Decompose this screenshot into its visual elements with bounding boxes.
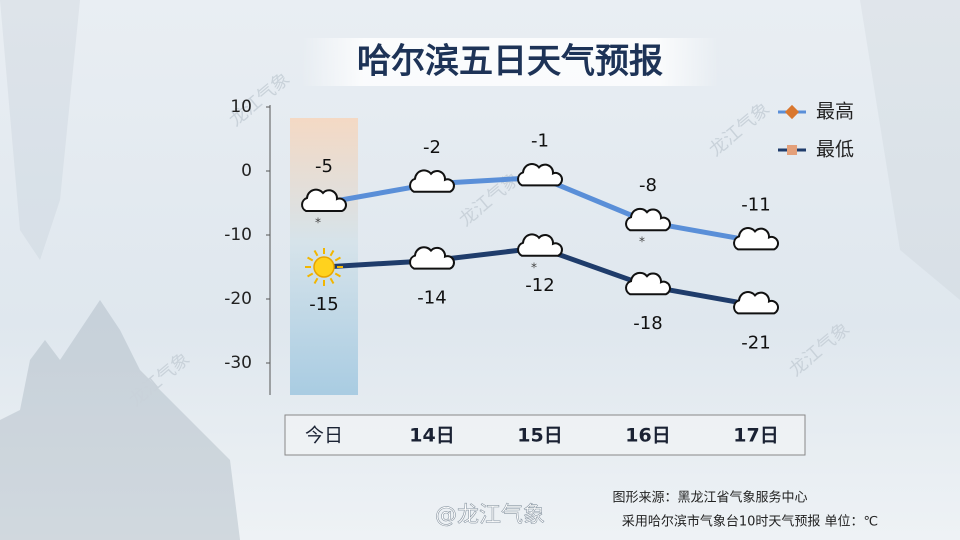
x-tick-label: 16日 — [625, 425, 670, 447]
sun-ray — [329, 277, 335, 284]
weather-icon — [409, 169, 455, 193]
y-tick-label: -30 — [224, 353, 252, 373]
weather-icon: * — [625, 207, 671, 249]
legend-marker — [787, 145, 797, 155]
sun-ray — [313, 250, 319, 257]
weather-icon — [409, 246, 455, 270]
cloud-shape — [517, 163, 563, 187]
legend-label: 最低 — [816, 139, 854, 161]
sun-ray — [334, 256, 341, 262]
data-label: -18 — [633, 313, 662, 334]
chart-title: 哈尔滨五日天气预报 — [357, 42, 663, 82]
data-label: -12 — [525, 275, 554, 296]
y-tick-label: 0 — [241, 161, 252, 181]
x-tick-label: 15日 — [517, 425, 562, 447]
data-label: -15 — [309, 294, 338, 315]
data-label: -21 — [741, 332, 770, 353]
snow: * — [531, 260, 537, 274]
weather-icon — [733, 227, 779, 251]
cloud-shape — [409, 246, 455, 270]
sun-disc — [313, 256, 335, 278]
x-tick-label: 14日 — [409, 425, 454, 447]
weather-icon — [625, 271, 671, 296]
weather-icon: * — [517, 233, 563, 274]
legend-label: 最高 — [816, 101, 854, 123]
cloud-shape — [517, 233, 563, 257]
category-bar — [284, 414, 806, 456]
weather-icon — [517, 163, 563, 187]
legend-marker — [784, 104, 800, 120]
sun-ray — [329, 250, 335, 257]
y-tick-label: -10 — [224, 225, 252, 245]
sun-ray — [307, 256, 314, 262]
y-tick-label: -20 — [224, 289, 252, 309]
data-label: -2 — [423, 137, 441, 158]
sun-icon — [305, 248, 343, 286]
cloud-shape — [625, 207, 671, 232]
account: @龙江气象 — [435, 503, 545, 528]
source: 图形来源：黑龙江省气象服务中心 — [612, 490, 807, 506]
snow: * — [639, 235, 645, 249]
sun-ray — [334, 272, 341, 278]
data-label: -14 — [417, 288, 446, 309]
cloud-shape — [733, 291, 779, 315]
data-label: -5 — [315, 156, 333, 177]
title-band — [300, 38, 720, 86]
sun-ray — [307, 272, 314, 278]
cloud-shape — [625, 271, 671, 296]
data-label: -1 — [531, 130, 549, 151]
y-tick-label: 10 — [230, 97, 252, 117]
sun-ray — [313, 277, 319, 284]
weather-icon — [733, 291, 779, 315]
data-label: -11 — [741, 194, 770, 215]
cloud-shape — [301, 188, 347, 212]
weather-icon: * — [301, 188, 347, 230]
cloud-shape — [409, 169, 455, 193]
note: 采用哈尔滨市气象台10时天气预报 单位：℃ — [622, 514, 878, 530]
x-tick-label: 今日 — [305, 425, 343, 447]
data-label: -8 — [639, 175, 657, 196]
x-tick-label: 17日 — [733, 425, 778, 447]
cloud-shape — [733, 227, 779, 251]
snow: * — [315, 216, 321, 230]
